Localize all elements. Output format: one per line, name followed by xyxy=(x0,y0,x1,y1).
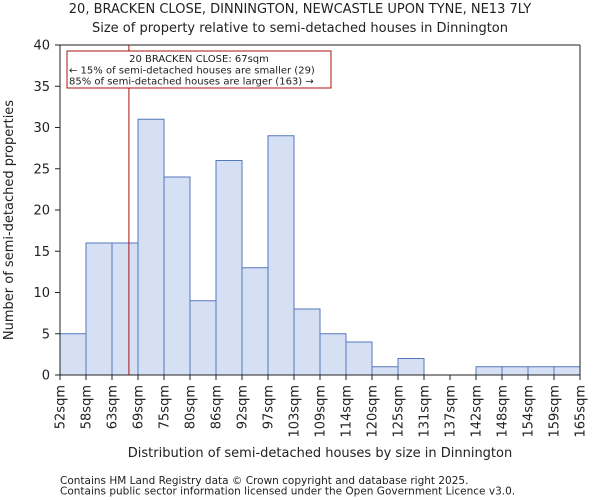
y-tick-label: 0 xyxy=(42,369,50,384)
x-tick-label: 75sqm xyxy=(158,385,173,429)
y-tick-label: 15 xyxy=(33,245,50,260)
x-tick-label: 80sqm xyxy=(184,385,199,429)
chart-title-line: Size of property relative to semi-detach… xyxy=(92,21,508,36)
y-tick-label: 30 xyxy=(33,121,50,136)
x-tick-label: 58sqm xyxy=(80,385,95,429)
histogram-bar xyxy=(241,267,269,376)
histogram-bar xyxy=(371,366,399,376)
histogram-bar xyxy=(527,366,555,376)
histogram-bar xyxy=(163,176,191,376)
y-axis-label: Number of semi-detached properties xyxy=(2,100,17,340)
histogram-bar xyxy=(59,333,87,376)
x-tick-label: 97sqm xyxy=(262,385,277,429)
x-tick-label: 142sqm xyxy=(470,385,485,438)
histogram-bar xyxy=(137,118,165,376)
histogram-bar xyxy=(215,160,243,376)
x-tick-label: 120sqm xyxy=(366,385,381,438)
y-tick-label: 35 xyxy=(33,80,50,95)
histogram-bar xyxy=(111,242,139,376)
annotation-smaller: ← 15% of semi-detached houses are smalle… xyxy=(69,66,315,77)
histogram-bar xyxy=(501,366,529,376)
x-tick-label: 137sqm xyxy=(444,385,459,438)
x-tick-label: 103sqm xyxy=(288,385,303,438)
y-tick-label: 20 xyxy=(33,204,50,219)
histogram-bar xyxy=(553,366,581,376)
x-tick-label: 165sqm xyxy=(574,385,589,438)
y-tick-label: 25 xyxy=(33,162,50,177)
x-tick-label: 86sqm xyxy=(210,385,225,429)
annotation-title: 20 BRACKEN CLOSE: 67sqm xyxy=(129,54,269,65)
x-tick-label: 125sqm xyxy=(392,385,407,438)
histogram-bar xyxy=(189,300,217,376)
x-tick-label: 159sqm xyxy=(548,385,563,438)
x-tick-label: 52sqm xyxy=(54,385,69,429)
footer-line: Contains HM Land Registry data © Crown c… xyxy=(60,475,468,487)
y-tick-label: 40 xyxy=(33,39,50,54)
histogram-bar xyxy=(319,333,347,376)
histogram-bar xyxy=(475,366,503,376)
histogram-bar xyxy=(267,135,295,376)
x-tick-label: 154sqm xyxy=(522,385,537,438)
x-tick-label: 69sqm xyxy=(132,385,147,429)
x-tick-label: 114sqm xyxy=(340,385,355,438)
x-tick-label: 109sqm xyxy=(314,385,329,438)
histogram-bar xyxy=(397,358,425,376)
y-tick-label: 10 xyxy=(33,286,50,301)
annotation-larger: 85% of semi-detached houses are larger (… xyxy=(69,77,314,88)
histogram-bar xyxy=(345,341,373,376)
histogram-bar xyxy=(85,242,113,376)
histogram-bar xyxy=(293,308,321,376)
y-tick-label: 5 xyxy=(42,327,50,342)
x-axis-label: Distribution of semi-detached houses by … xyxy=(128,446,512,461)
x-tick-label: 63sqm xyxy=(106,385,121,429)
x-tick-label: 92sqm xyxy=(236,385,251,429)
footer-line: Contains public sector information licen… xyxy=(60,486,515,498)
x-tick-label: 148sqm xyxy=(496,385,511,438)
annotation-box xyxy=(66,50,332,89)
chart-title-line: 20, BRACKEN CLOSE, DINNINGTON, NEWCASTLE… xyxy=(69,2,531,17)
x-tick-label: 131sqm xyxy=(418,385,433,438)
